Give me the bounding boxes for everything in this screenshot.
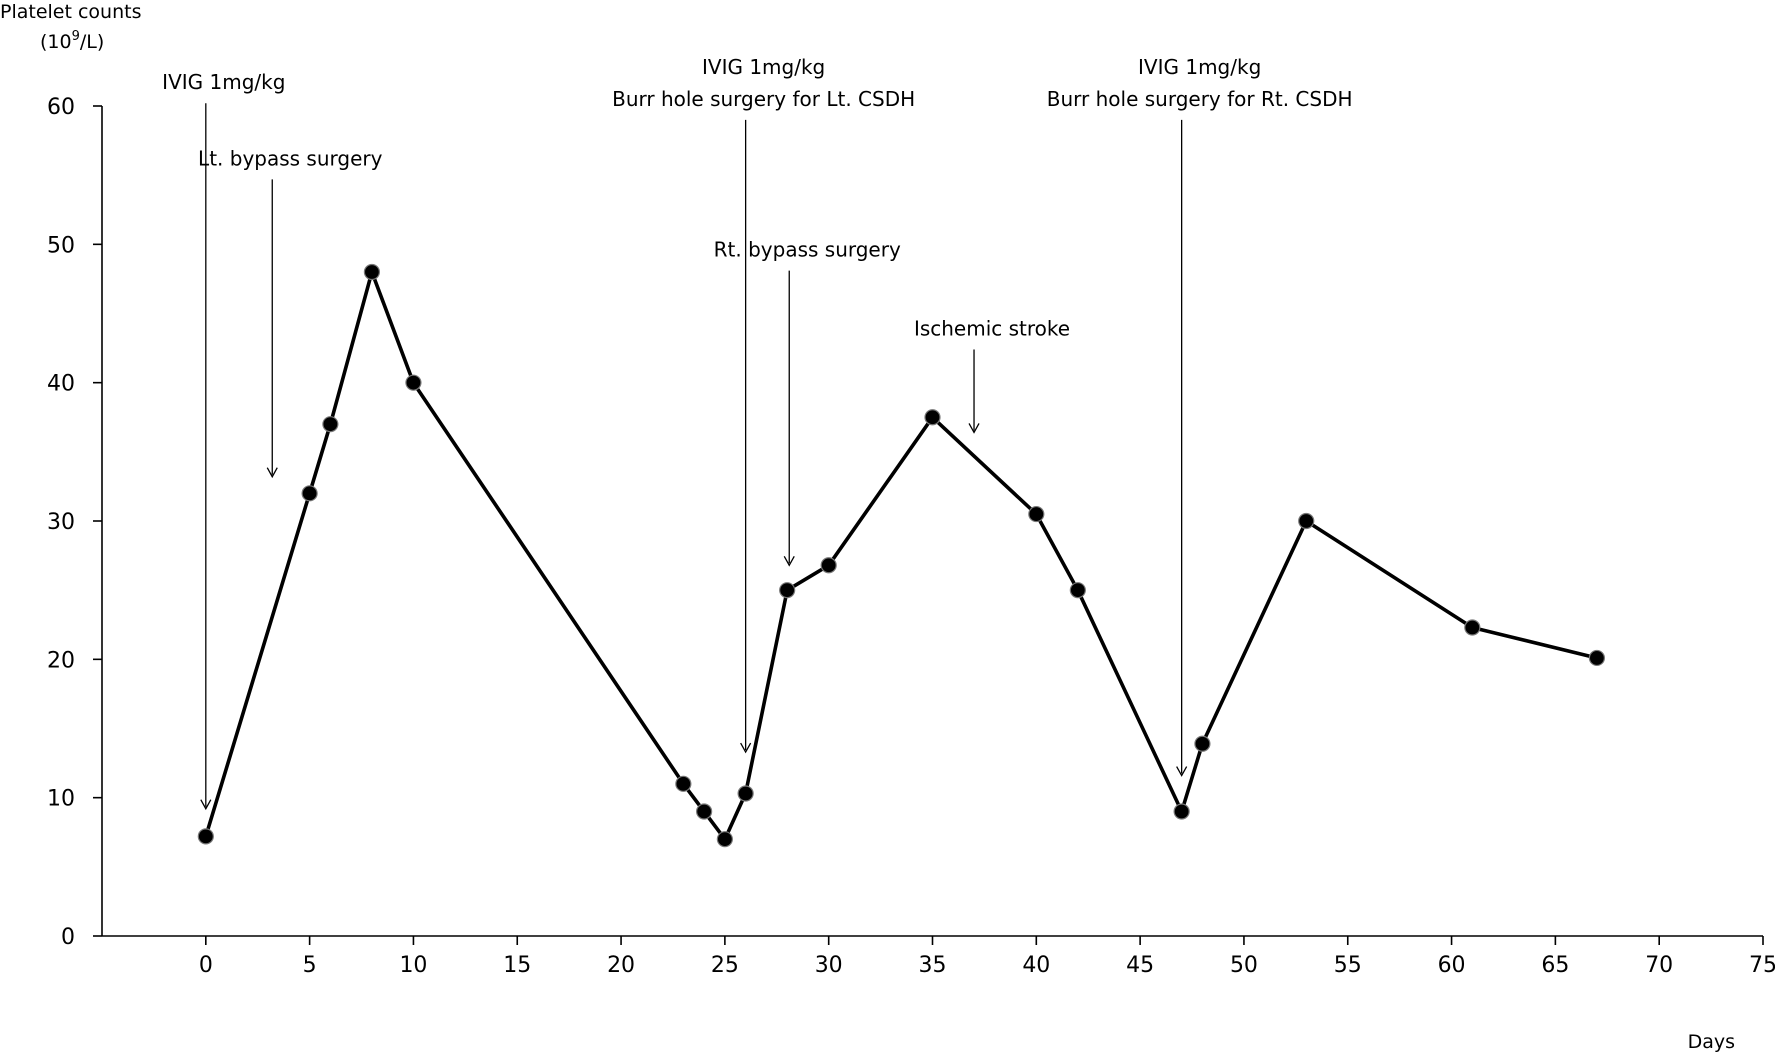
y-axis-title-line2: (109/L) bbox=[40, 29, 104, 53]
y-tick-label: 0 bbox=[61, 925, 75, 950]
data-point bbox=[924, 409, 941, 426]
x-tick-label: 40 bbox=[1022, 953, 1050, 978]
event-annotation-label: IVIG 1mg/kg bbox=[1138, 55, 1261, 79]
data-point bbox=[363, 263, 381, 281]
x-tick-label: 35 bbox=[919, 953, 947, 978]
data-point bbox=[696, 803, 713, 820]
axes-layer bbox=[101, 106, 1763, 937]
x-tick-label: 45 bbox=[1126, 953, 1154, 978]
y-tick-label: 30 bbox=[47, 510, 75, 535]
x-tick-label: 15 bbox=[503, 953, 531, 978]
data-point bbox=[1194, 735, 1211, 752]
data-point bbox=[1173, 803, 1190, 820]
event-annotation-label: Burr hole surgery for Rt. CSDH bbox=[1047, 87, 1353, 111]
data-point bbox=[322, 416, 339, 433]
x-tick-label: 20 bbox=[607, 953, 635, 978]
data-point bbox=[820, 557, 837, 574]
y-axis-unit-exponent: 9 bbox=[72, 29, 80, 44]
y-axis-unit-tail: /L) bbox=[80, 31, 104, 53]
y-tick-label: 60 bbox=[47, 95, 75, 120]
data-point bbox=[779, 582, 796, 599]
data-point bbox=[1464, 619, 1481, 636]
event-arrowhead bbox=[1176, 766, 1188, 777]
x-tick-label: 75 bbox=[1749, 953, 1775, 978]
y-tick-label: 20 bbox=[47, 648, 75, 673]
series-layer bbox=[197, 263, 1606, 848]
y-axis-title: Platelet counts (109/L) bbox=[0, 1, 141, 53]
x-tick-label: 50 bbox=[1230, 953, 1258, 978]
data-point bbox=[405, 374, 422, 391]
series-line bbox=[204, 270, 1598, 842]
x-tick-label: 70 bbox=[1645, 953, 1673, 978]
event-annotation-label: Lt. bypass surgery bbox=[198, 146, 383, 170]
ticks-layer: 0 10 20 30 40 50 60 0 5 10 15 20 25 30 35 40 45 50 55 60 65 7… bbox=[47, 95, 1775, 978]
event-annotation-label: Rt. bypass surgery bbox=[714, 238, 901, 262]
data-point bbox=[1298, 512, 1315, 530]
data-point bbox=[197, 828, 214, 845]
x-axis-title: Days bbox=[1688, 1031, 1735, 1053]
annotations-layer: IVIG 1mg/kg Lt. bypass surgery IVIG 1mg/kg… bbox=[162, 55, 1353, 811]
x-tick-label: 0 bbox=[199, 953, 213, 978]
y-tick-label: 40 bbox=[47, 372, 75, 397]
event-annotation-label: IVIG 1mg/kg bbox=[162, 70, 285, 94]
data-point bbox=[737, 785, 754, 802]
y-tick-label: 10 bbox=[47, 787, 75, 812]
data-point bbox=[1588, 649, 1606, 667]
event-annotation: Ischemic stroke bbox=[914, 316, 1070, 434]
y-axis-unit-base: (10 bbox=[40, 31, 72, 53]
x-tick-label: 25 bbox=[711, 953, 739, 978]
x-tick-label: 60 bbox=[1438, 953, 1466, 978]
data-point bbox=[716, 831, 733, 848]
x-tick-label: 65 bbox=[1541, 953, 1569, 978]
data-point bbox=[1028, 505, 1045, 523]
event-annotation: IVIG 1mg/kg bbox=[162, 70, 285, 811]
event-annotation-label: Ischemic stroke bbox=[914, 316, 1070, 340]
x-tick-label: 5 bbox=[303, 953, 317, 978]
data-point bbox=[675, 775, 692, 792]
event-arrowhead bbox=[200, 799, 212, 811]
event-annotation: Rt. bypass surgery bbox=[714, 238, 901, 567]
event-arrowhead bbox=[266, 467, 278, 479]
event-annotation: Lt. bypass surgery bbox=[198, 146, 383, 479]
event-annotation: IVIG 1mg/kg Burr hole surgery for Lt. CSD… bbox=[612, 55, 915, 754]
x-tick-label: 30 bbox=[815, 953, 843, 978]
event-arrowhead bbox=[740, 742, 752, 754]
y-axis-title-line1: Platelet counts bbox=[0, 1, 141, 23]
data-point bbox=[301, 485, 318, 502]
event-arrowhead bbox=[968, 423, 980, 434]
event-arrowhead bbox=[783, 555, 795, 567]
event-annotation-label: IVIG 1mg/kg bbox=[702, 55, 825, 79]
event-annotation-label: Burr hole surgery for Lt. CSDH bbox=[612, 87, 915, 111]
x-tick-label: 55 bbox=[1334, 953, 1362, 978]
y-tick-label: 50 bbox=[47, 233, 75, 258]
data-point bbox=[1069, 582, 1086, 599]
x-tick-label: 10 bbox=[399, 953, 427, 978]
event-annotation: IVIG 1mg/kg Burr hole surgery for Rt. CSD… bbox=[1047, 55, 1353, 777]
